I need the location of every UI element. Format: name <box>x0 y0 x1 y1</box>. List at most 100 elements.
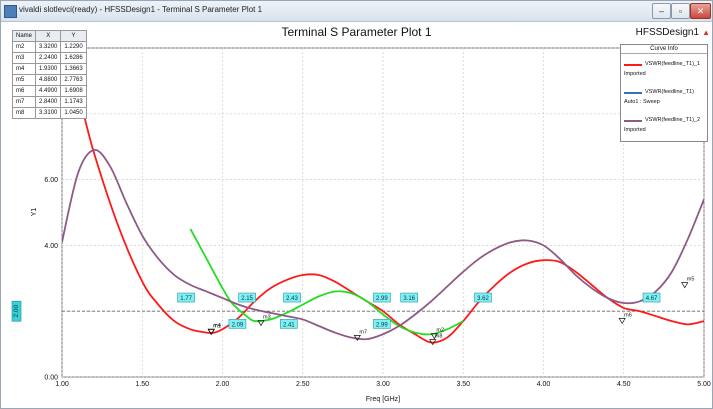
marker-name: m3 <box>11 52 37 64</box>
legend-series-name: VSWR(feedline_T1) <box>645 89 694 95</box>
marker-label: m1 <box>213 324 221 330</box>
legend-series-source: Imported <box>624 127 646 133</box>
marker-x: 4.8800 <box>35 74 62 86</box>
legend-swatch-red <box>624 64 642 66</box>
freq-label-box[interactable] <box>228 319 247 329</box>
freq-label-box[interactable] <box>373 319 391 329</box>
marker-label: m3 <box>263 314 271 320</box>
freq-label-box[interactable] <box>238 292 256 303</box>
table-row[interactable]: m7 2.8400 1.1743 <box>11 96 87 108</box>
marker-y: 1.3663 <box>60 63 87 75</box>
x-tick-label: 5.00 <box>697 381 711 388</box>
title-bar[interactable]: vivaldi slotlevci(ready) - HFSSDesign1 -… <box>1 1 712 22</box>
marker-col-y: Y <box>60 30 87 42</box>
freq-label: 3.16 <box>403 296 415 302</box>
freq-label-box[interactable] <box>474 292 492 303</box>
marker-x: 3.3200 <box>35 41 62 53</box>
marker-x: 3.3100 <box>35 107 62 119</box>
y-tick-label: 4.00 <box>44 243 58 250</box>
legend-title: Curve Info <box>621 45 707 54</box>
marker-name: m6 <box>11 85 37 97</box>
x-tick-label: 1.00 <box>55 381 69 388</box>
legend-series-name: VSWR(feedline_T1)_1 <box>645 61 701 67</box>
legend[interactable]: Curve Info VSWR(feedline_T1)_1 Imported … <box>620 44 708 142</box>
marker-label: m7 <box>359 329 367 335</box>
table-row[interactable]: m8 3.3100 1.0450 <box>11 107 87 119</box>
x-axis-label: Freq [GHz] <box>366 396 400 403</box>
freq-label-box[interactable] <box>373 292 391 303</box>
marker-symbol[interactable] <box>207 328 215 335</box>
x-tick-label: 2.00 <box>216 381 230 388</box>
marker-label: m2 <box>436 328 444 334</box>
marker-label: m5 <box>687 277 695 283</box>
table-row[interactable]: m2 3.3200 1.2290 <box>11 41 87 53</box>
marker-table[interactable]: Name X Y m2 3.3200 1.2290 m3 2.2400 1.6286 m… <box>11 30 87 119</box>
marker-y: 2.7763 <box>60 74 87 86</box>
restore-button[interactable]: ▫ <box>671 3 690 19</box>
freq-label: 2.09 <box>232 322 244 328</box>
freq-label-box[interactable] <box>177 292 195 303</box>
marker-y: 1.2290 <box>60 41 87 53</box>
marker-y: 1.6908 <box>60 85 87 97</box>
marker-y: 1.0450 <box>60 107 87 119</box>
marker-symbol[interactable] <box>353 335 361 342</box>
freq-label: 2.43 <box>286 296 298 302</box>
freq-labels-group: 1.77 2.09 2.15 2.43 2.41 2.99 2.99 3.16 3.62 4.67 <box>177 292 661 329</box>
close-button[interactable]: ✕ <box>690 3 711 19</box>
x-tick-label: 4.50 <box>617 381 631 388</box>
marker-symbol[interactable] <box>618 318 626 325</box>
marker-symbol[interactable] <box>430 333 438 340</box>
freq-label-box[interactable] <box>283 292 301 303</box>
freq-label: 2.41 <box>283 322 295 328</box>
series-group <box>62 54 704 344</box>
marker-x: 2.8400 <box>35 96 62 108</box>
reference-line-label: 2.00 <box>13 304 20 317</box>
marker-symbol[interactable] <box>429 339 437 346</box>
freq-label: 4.67 <box>646 296 658 302</box>
series-line-1[interactable] <box>62 54 704 344</box>
marker-label: m6 <box>624 312 632 318</box>
freq-label-box[interactable] <box>400 292 418 303</box>
x-tick-label: 4.00 <box>537 381 551 388</box>
marker-name: m7 <box>11 96 37 108</box>
freq-label: 1.77 <box>180 296 192 302</box>
x-tick-label: 2.50 <box>296 381 310 388</box>
table-row[interactable]: m6 4.4900 1.6908 <box>11 85 87 97</box>
legend-series-source: Imported <box>624 71 646 77</box>
marker-name: m4 <box>11 63 37 75</box>
marker-symbol[interactable] <box>257 320 265 327</box>
series-line-3[interactable] <box>62 149 704 341</box>
table-row[interactable]: m3 2.2400 1.6286 <box>11 52 87 64</box>
x-tick-label: 3.50 <box>456 381 470 388</box>
marker-col-name: Name <box>11 30 37 42</box>
plot-title: Terminal S Parameter Plot 1 <box>281 25 432 39</box>
minimize-button[interactable]: – <box>652 3 671 19</box>
legend-swatch-purple <box>624 120 642 122</box>
marker-table-header: Name X Y <box>11 30 87 42</box>
table-row[interactable]: m5 4.8800 2.7763 <box>11 74 87 86</box>
marker-name: m2 <box>11 41 37 53</box>
marker-name: m8 <box>11 107 37 119</box>
x-tick-label: 1.50 <box>135 381 149 388</box>
grid <box>61 47 705 378</box>
marker-x: 2.2400 <box>35 52 62 64</box>
y-axis-label: Y1 <box>31 208 38 217</box>
legend-series-source: Auto1 : Sweep <box>624 99 660 105</box>
table-row[interactable]: m4 1.9300 1.3663 <box>11 63 87 75</box>
marker-col-x: X <box>35 30 62 42</box>
legend-swatch-blue <box>624 92 642 94</box>
markers-group: m1 m2 m3 m4 m5 m6 m7 m8 <box>207 277 695 346</box>
marker-symbol[interactable] <box>681 282 689 289</box>
marker-x: 4.4900 <box>35 85 62 97</box>
freq-label: 3.62 <box>477 296 489 302</box>
freq-label: 2.99 <box>376 322 388 328</box>
freq-label-box[interactable] <box>280 319 298 329</box>
marker-y: 1.1743 <box>60 96 87 108</box>
y-tick-label: 6.00 <box>44 177 58 184</box>
marker-name: m5 <box>11 74 37 86</box>
reference-label-box <box>11 300 22 322</box>
freq-label-box[interactable] <box>642 292 661 303</box>
freq-label: 2.99 <box>376 296 388 302</box>
window-title: vivaldi slotlevci(ready) - HFSSDesign1 -… <box>19 5 263 14</box>
